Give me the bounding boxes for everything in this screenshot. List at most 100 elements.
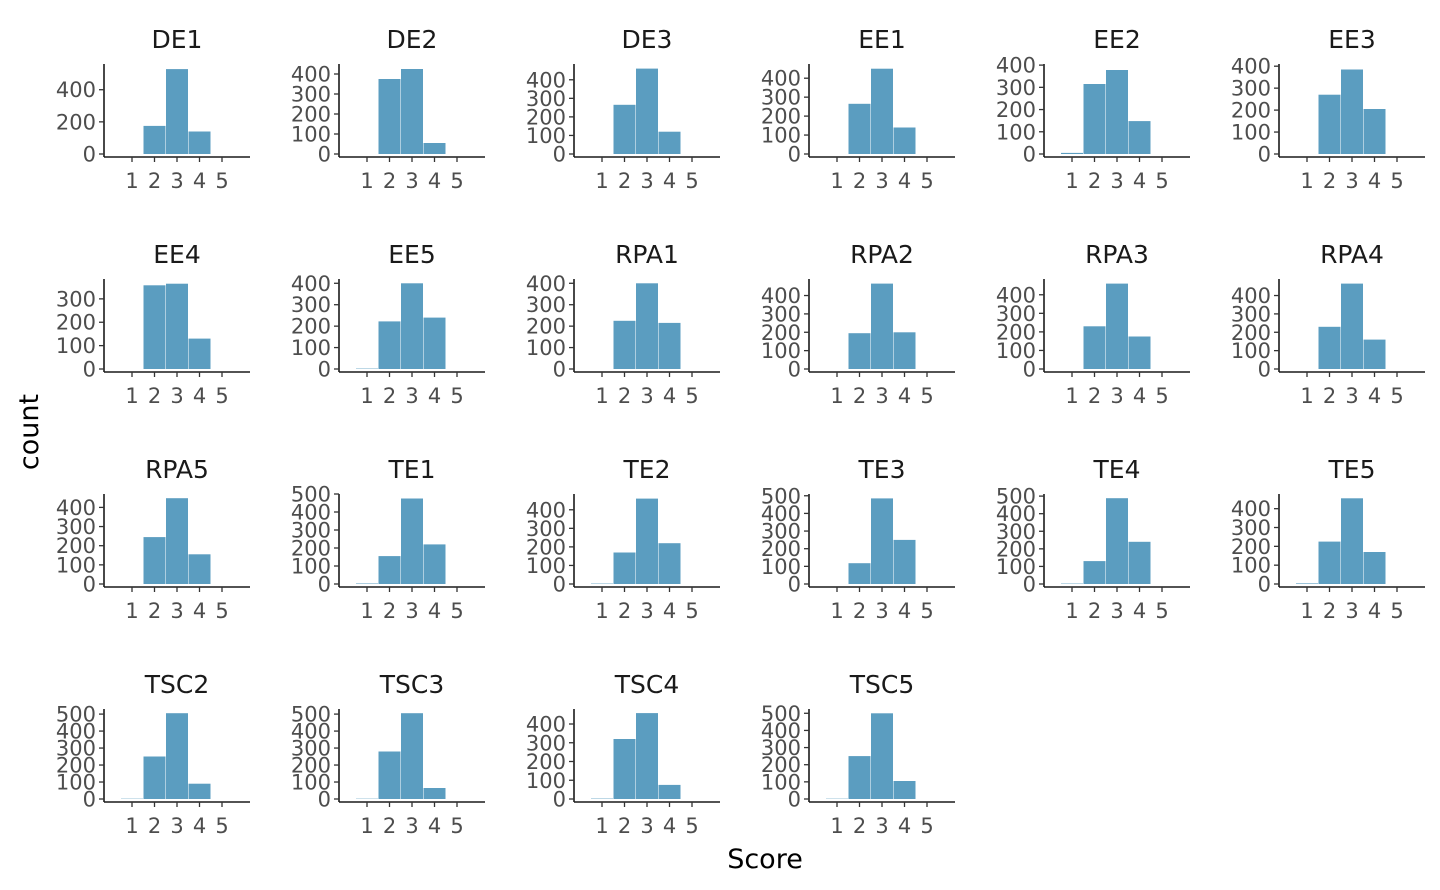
x-tick-label-2: 2 — [383, 814, 396, 838]
y-tick-label-300: 300 — [291, 83, 331, 107]
bar-te2-score-4 — [658, 543, 681, 584]
x-tick-label-3: 3 — [405, 384, 418, 408]
y-tick-label-100: 100 — [291, 555, 331, 579]
y-tick-label-300: 300 — [291, 519, 331, 543]
y-tick-label-200: 200 — [526, 105, 566, 129]
y-tick-label-100: 100 — [291, 336, 331, 360]
x-tick-label-3: 3 — [405, 599, 418, 623]
x-tick-label-1: 1 — [595, 814, 608, 838]
y-tick-label-0: 0 — [553, 358, 566, 382]
y-tick-label-0: 0 — [553, 573, 566, 597]
y-tick-label-300: 300 — [1231, 516, 1271, 540]
y-tick-label-300: 300 — [291, 293, 331, 317]
x-tick-label-2: 2 — [383, 599, 396, 623]
y-tick-label-200: 200 — [761, 321, 801, 345]
x-tick-label-3: 3 — [640, 599, 653, 623]
x-tick-label-2: 2 — [148, 814, 161, 838]
x-tick-label-4: 4 — [193, 384, 206, 408]
y-tick-label-0: 0 — [1258, 143, 1271, 167]
x-tick-label-3: 3 — [640, 384, 653, 408]
panel-title: TE4 — [1093, 455, 1141, 484]
y-tick-label-400: 400 — [526, 713, 566, 737]
y-tick-label-400: 400 — [761, 719, 801, 743]
x-tick-label-3: 3 — [1110, 599, 1123, 623]
x-tick-label-5: 5 — [1155, 169, 1168, 193]
x-tick-label-1: 1 — [360, 599, 373, 623]
x-tick-label-2: 2 — [1088, 169, 1101, 193]
y-tick-label-300: 300 — [761, 302, 801, 326]
bar-rpa1-score-3 — [636, 283, 658, 369]
y-tick-label-200: 200 — [1231, 99, 1271, 123]
bar-rpa4-score-2 — [1318, 326, 1341, 369]
x-tick-label-3: 3 — [1345, 384, 1358, 408]
y-tick-label-400: 400 — [526, 272, 566, 296]
x-tick-label-4: 4 — [193, 599, 206, 623]
y-tick-label-300: 300 — [996, 76, 1036, 100]
x-tick-label-4: 4 — [1133, 384, 1146, 408]
y-tick-label-200: 200 — [291, 754, 331, 778]
x-tick-label-1: 1 — [830, 599, 843, 623]
y-tick-label-400: 400 — [56, 720, 96, 744]
panel-title: TE1 — [388, 455, 436, 484]
y-tick-label-500: 500 — [56, 703, 96, 727]
y-tick-label-100: 100 — [996, 120, 1036, 144]
y-tick-label-200: 200 — [761, 537, 801, 561]
bar-ee2-score-2 — [1083, 84, 1106, 154]
y-tick-label-200: 200 — [526, 315, 566, 339]
bar-te5-score-4 — [1363, 552, 1386, 584]
y-tick-label-0: 0 — [83, 143, 96, 167]
y-tick-label-300: 300 — [761, 520, 801, 544]
bar-rpa3-score-2 — [1083, 326, 1106, 369]
x-tick-label-4: 4 — [663, 169, 676, 193]
bar-ee2-score-3 — [1106, 70, 1128, 154]
x-tick-label-4: 4 — [663, 599, 676, 623]
y-tick-label-400: 400 — [526, 68, 566, 92]
x-tick-label-1: 1 — [1300, 599, 1313, 623]
y-tick-label-200: 200 — [526, 535, 566, 559]
x-tick-label-2: 2 — [1323, 384, 1336, 408]
y-tick-label-300: 300 — [761, 86, 801, 110]
bar-te1-score-3 — [401, 498, 423, 584]
bar-ee3-score-4 — [1363, 109, 1386, 154]
x-tick-label-5: 5 — [215, 384, 228, 408]
y-tick-label-300: 300 — [996, 520, 1036, 544]
x-tick-label-3: 3 — [875, 814, 888, 838]
y-tick-label-200: 200 — [291, 103, 331, 127]
y-tick-label-300: 300 — [56, 737, 96, 761]
y-tick-label-400: 400 — [291, 720, 331, 744]
y-tick-label-0: 0 — [788, 143, 801, 167]
y-tick-label-200: 200 — [1231, 321, 1271, 345]
x-tick-label-5: 5 — [1390, 169, 1403, 193]
panel-title: EE3 — [1328, 25, 1376, 54]
x-tick-label-4: 4 — [1133, 599, 1146, 623]
panel-title: TE3 — [858, 455, 906, 484]
x-tick-label-3: 3 — [170, 169, 183, 193]
y-tick-label-500: 500 — [291, 483, 331, 507]
bar-tsc4-score-3 — [636, 713, 658, 799]
bar-de2-score-3 — [401, 69, 423, 154]
x-tick-label-3: 3 — [875, 384, 888, 408]
y-tick-label-0: 0 — [318, 143, 331, 167]
x-tick-label-5: 5 — [920, 814, 933, 838]
x-tick-label-4: 4 — [898, 384, 911, 408]
x-tick-label-1: 1 — [360, 814, 373, 838]
y-tick-label-0: 0 — [318, 573, 331, 597]
x-tick-label-5: 5 — [215, 599, 228, 623]
y-tick-label-100: 100 — [56, 334, 96, 358]
x-tick-label-1: 1 — [830, 169, 843, 193]
y-tick-label-500: 500 — [291, 703, 331, 727]
x-tick-label-3: 3 — [170, 384, 183, 408]
y-tick-label-300: 300 — [526, 87, 566, 111]
x-tick-label-4: 4 — [663, 384, 676, 408]
y-tick-label-100: 100 — [996, 555, 1036, 579]
x-tick-label-2: 2 — [853, 814, 866, 838]
y-tick-label-0: 0 — [553, 788, 566, 812]
x-tick-label-1: 1 — [1065, 599, 1078, 623]
y-tick-label-300: 300 — [56, 515, 96, 539]
